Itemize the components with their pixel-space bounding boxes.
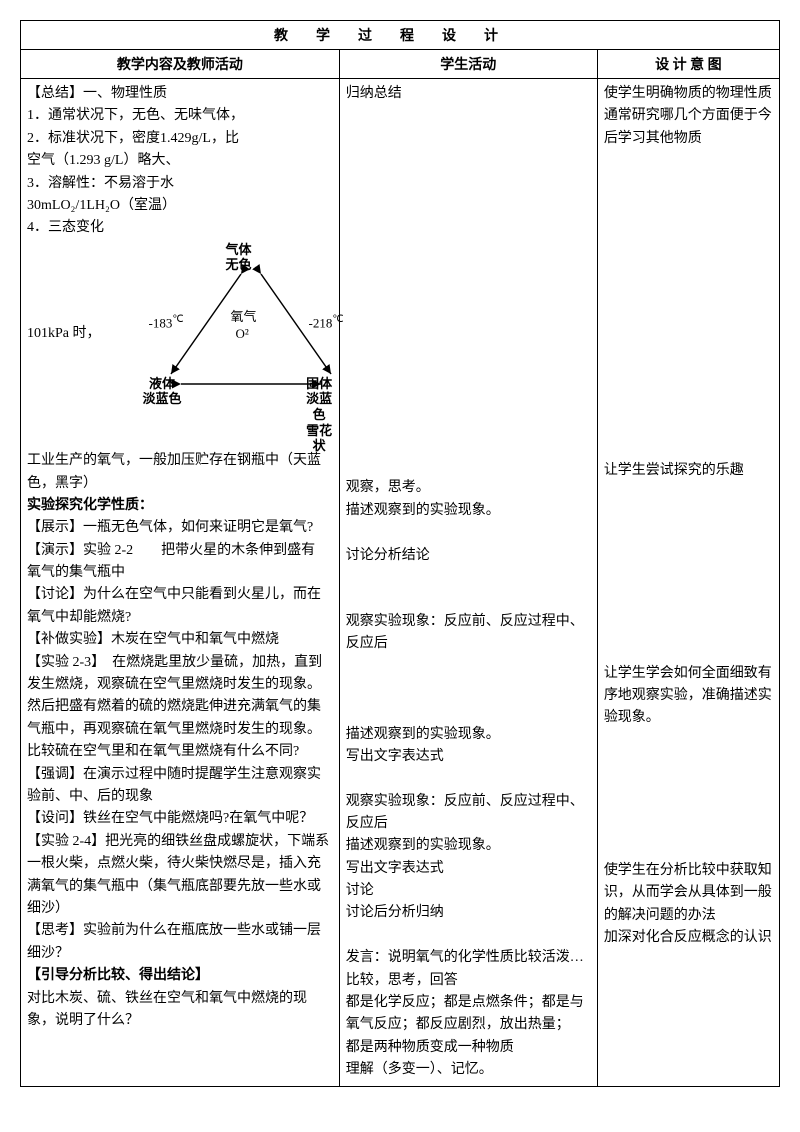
student-s4: 讨论分析结论	[346, 545, 591, 567]
intent-d1: 使学生明确物质的物理性质通常研究哪几个方面便于今后学习其他物质	[604, 83, 773, 150]
intent-d3: 让学生学会如何全面细致有序地观察实验，准确描述实验现象。	[604, 663, 773, 730]
student-s8: 观察实验现象：反应前、反应过程中、反应后	[346, 791, 591, 836]
demo-2-2b: 氧气的集气瓶中	[27, 562, 333, 584]
student-s3: 描述观察到的实验现象。	[346, 500, 591, 522]
industrial-oxygen: 工业生产的氧气，一般加压贮存在钢瓶中（天蓝色，黑字）	[27, 450, 333, 495]
teacher-activity-cell: 【总结】一、物理性质 1．通常状况下，无色、无味气体， 2．标准状况下，密度1.…	[21, 79, 340, 1087]
lesson-plan-table: 教学过程设计 教学内容及教师活动 学生活动 设 计 意 图 【总结】一、物理性质…	[20, 20, 780, 1087]
student-s13b: 比较，思考，回答	[346, 970, 591, 992]
diagram-right-temp: -218℃	[309, 314, 344, 331]
guide-text: 对比木炭、硫、铁丝在空气和氧气中燃烧的现象，说明了什么？	[27, 988, 333, 1033]
student-s13e: 理解（多变一）、记忆。	[346, 1059, 591, 1081]
content-row: 【总结】一、物理性质 1．通常状况下，无色、无味气体， 2．标准状况下，密度1.…	[21, 79, 780, 1087]
diagram-left-temp: -183℃	[149, 314, 184, 331]
diagram-center-bottom: O²	[236, 326, 249, 342]
intent-d2: 让学生尝试探究的乐趣	[604, 460, 773, 482]
student-s5: 观察实验现象：反应前、反应过程中、反应后	[346, 611, 591, 656]
diagram-center-top: 氧气	[231, 309, 257, 325]
summary-heading: 【总结】一、物理性质	[27, 83, 333, 105]
student-s6: 描述观察到的实验现象。	[346, 724, 591, 746]
demo-2-2a: 【演示】实验 2-2 把带火星的木条伸到盛有	[27, 540, 333, 562]
state-change-diagram: 气体无色 氧气 O² -183℃ -218℃ 液体淡蓝色 固体淡蓝色雪花状	[131, 244, 333, 424]
header-col3: 设 计 意 图	[597, 50, 779, 79]
intent-d4: 使学生在分析比较中获取知识，从而学会从具体到一般的解决问题的办法	[604, 860, 773, 927]
physical-prop-2a: 2．标准状况下，密度1.429g/L，比	[27, 128, 333, 150]
table-title: 教学过程设计	[21, 21, 780, 50]
experiment-heading: 实验探究化学性质：	[27, 495, 333, 517]
physical-prop-3b: 30mLO₂/1LH₂O（室温）	[27, 195, 333, 217]
diagram-top-label: 气体无色	[226, 242, 252, 273]
header-row: 教学内容及教师活动 学生活动 设 计 意 图	[21, 50, 780, 79]
student-s2: 观察，思考。	[346, 477, 591, 499]
experiment-2-3: 【实验 2-3】 在燃烧匙里放少量硫，加热，直到发生燃烧，观察硫在空气里燃烧时发…	[27, 652, 333, 764]
student-s12: 讨论后分析归纳	[346, 902, 591, 924]
question: 【设问】铁丝在空气中能燃烧吗?在氧气中呢？	[27, 808, 333, 830]
title-row: 教学过程设计	[21, 21, 780, 50]
show-text: 【展示】一瓶无色气体，如何来证明它是氧气?	[27, 517, 333, 539]
student-activity-cell: 归纳总结 观察，思考。 描述观察到的实验现象。 讨论分析结论 观察实验现象：反应…	[339, 79, 597, 1087]
emphasis: 【强调】在演示过程中随时提醒学生注意观察实验前、中、后的现象	[27, 764, 333, 809]
physical-prop-4: 4．三态变化	[27, 217, 333, 239]
physical-prop-3: 3．溶解性：不易溶于水	[27, 173, 333, 195]
intent-d5: 加深对化合反应概念的认识	[604, 927, 773, 949]
pressure-label: 101kPa 时，	[27, 323, 101, 345]
student-s7: 写出文字表达式	[346, 746, 591, 768]
student-s13a: 发言：说明氧气的化学性质比较活泼…	[346, 947, 591, 969]
discussion-1: 【讨论】为什么在空气中只能看到火星儿，而在氧气中却能燃烧?	[27, 584, 333, 629]
header-col1: 教学内容及教师活动	[21, 50, 340, 79]
think: 【思考】实验前为什么在瓶底放一些水或铺一层细沙？	[27, 920, 333, 965]
student-s13c: 都是化学反应；都是点燃条件；都是与氧气反应；都反应剧烈，放出热量；	[346, 992, 591, 1037]
physical-prop-1: 1．通常状况下，无色、无味气体，	[27, 105, 333, 127]
student-s10: 写出文字表达式	[346, 858, 591, 880]
diagram-left-bottom: 液体淡蓝色	[143, 376, 182, 407]
physical-prop-2b: 空气（1.293 g/L）略大、	[27, 150, 333, 172]
student-s9: 描述观察到的实验现象。	[346, 835, 591, 857]
guide-heading: 【引导分析比较、得出结论】	[27, 965, 333, 987]
experiment-2-4: 【实验 2-4】把光亮的细铁丝盘成螺旋状，下端系一根火柴，点燃火柴，待火柴快燃尽…	[27, 831, 333, 921]
student-s1: 归纳总结	[346, 83, 591, 105]
diagram-right-bottom: 固体淡蓝色雪花状	[306, 376, 333, 454]
header-col2: 学生活动	[339, 50, 597, 79]
student-s11: 讨论	[346, 880, 591, 902]
design-intent-cell: 使学生明确物质的物理性质通常研究哪几个方面便于今后学习其他物质 让学生尝试探究的…	[597, 79, 779, 1087]
supplement-exp: 【补做实验】木炭在空气中和氧气中燃烧	[27, 629, 333, 651]
student-s13d: 都是两种物质变成一种物质	[346, 1037, 591, 1059]
